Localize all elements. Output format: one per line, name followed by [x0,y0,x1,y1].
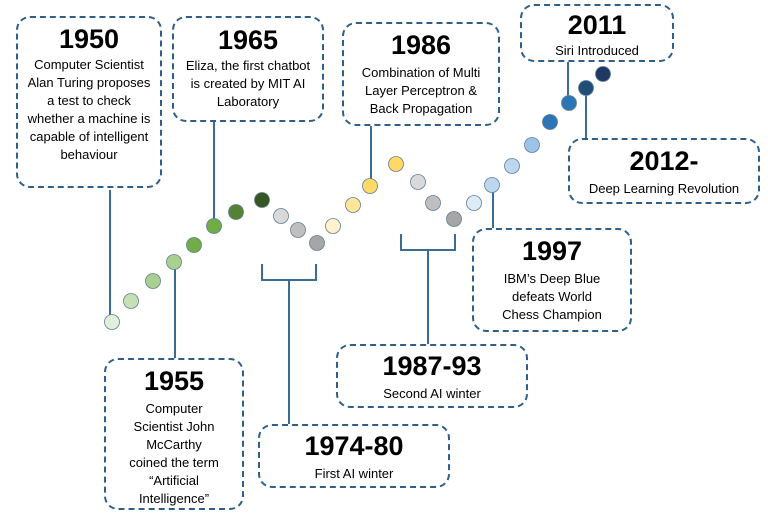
timeline-dot [561,95,577,111]
timeline-dot [228,204,244,220]
milestone-text: Computer Scientist Alan Turing proposes … [27,57,151,162]
timeline-dot [273,208,289,224]
milestone-2012: 2012- Deep Learning Revolution [568,138,760,204]
milestone-text: Deep Learning Revolution [588,181,740,196]
milestone-year: 1987-93 [382,351,482,381]
milestone-1974-80: 1974-80 First AI winter [258,424,450,488]
milestone-year: 2011 [567,10,627,40]
timeline-dot [186,237,202,253]
timeline-dot [206,218,222,234]
milestone-text: Second AI winter [383,386,481,401]
timeline-dot [466,195,482,211]
milestone-1950: 1950 Computer Scientist Alan Turing prop… [16,16,162,188]
timeline-dot [104,314,120,330]
timeline-dot [446,211,462,227]
milestone-year: 1974-80 [304,431,404,461]
connector-lines [109,62,587,424]
milestone-1955: 1955 Computer Scientist John McCarthy co… [104,358,244,510]
timeline-dot [166,254,182,270]
timeline-dot [325,218,341,234]
timeline-dot [484,177,500,193]
timeline-dot [362,178,378,194]
milestone-year: 1950 [58,24,120,54]
winter-bracket [400,234,456,251]
milestone-year: 2012- [629,146,699,176]
milestone-text: Computer Scientist John McCarthy coined … [129,401,219,506]
timeline-dot [595,66,611,82]
timeline-dot [524,137,540,153]
timeline-dot [254,192,270,208]
winter-bracket [261,264,317,281]
timeline-dot [425,195,441,211]
timeline-dot [410,174,426,190]
milestone-1997: 1997 IBM’s Deep Blue defeats World Chess… [472,228,632,332]
milestone-year: 1997 [521,236,583,266]
timeline-dot [145,273,161,289]
timeline-dot [345,197,361,213]
milestone-text: Siri Introduced [555,43,639,58]
timeline-dots [104,66,611,330]
milestone-1965: 1965 Eliza, the first chatbot is created… [172,16,324,122]
milestone-text: First AI winter [314,466,394,481]
milestone-year: 1986 [390,30,452,60]
milestone-text: Combination of Multi Layer Perceptron & … [361,65,481,116]
timeline-dot [309,235,325,251]
milestone-text: IBM’s Deep Blue defeats World Chess Cham… [502,271,602,322]
milestone-text: Eliza, the first chatbot is created by M… [185,58,311,109]
timeline-dot [542,114,558,130]
timeline-dot [388,156,404,172]
milestone-2011: 2011 Siri Introduced [520,4,674,62]
milestone-year: 1955 [143,366,205,396]
milestone-1987-93: 1987-93 Second AI winter [336,344,528,408]
timeline-dot [290,222,306,238]
timeline-dot [578,80,594,96]
milestone-year: 1965 [217,25,279,55]
milestone-1986: 1986 Combination of Multi Layer Perceptr… [342,22,500,126]
timeline-dot [123,293,139,309]
timeline-dot [504,158,520,174]
